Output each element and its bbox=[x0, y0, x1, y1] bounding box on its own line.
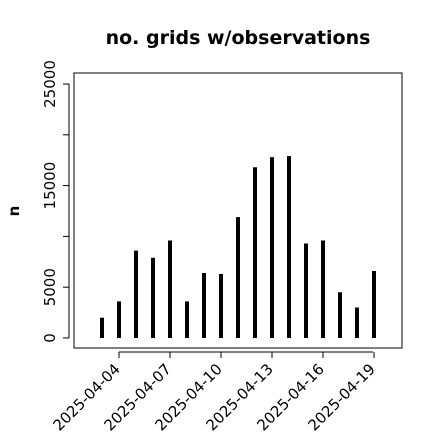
x-ticks-group: 2025-04-042025-04-072025-04-102025-04-13… bbox=[49, 352, 379, 434]
y-tick-label: 25000 bbox=[41, 60, 59, 108]
bars-group bbox=[100, 156, 376, 338]
y-tick-label: 15000 bbox=[41, 162, 59, 210]
y-tick-label: 5000 bbox=[41, 268, 59, 306]
y-ticks-group: 0 5000 15000 25000 bbox=[41, 60, 69, 343]
chart-title: no. grids w/observations bbox=[106, 27, 371, 49]
plot-frame bbox=[73, 72, 403, 349]
y-tick-label: 0 bbox=[41, 333, 59, 343]
y-axis-label: n bbox=[5, 206, 23, 217]
